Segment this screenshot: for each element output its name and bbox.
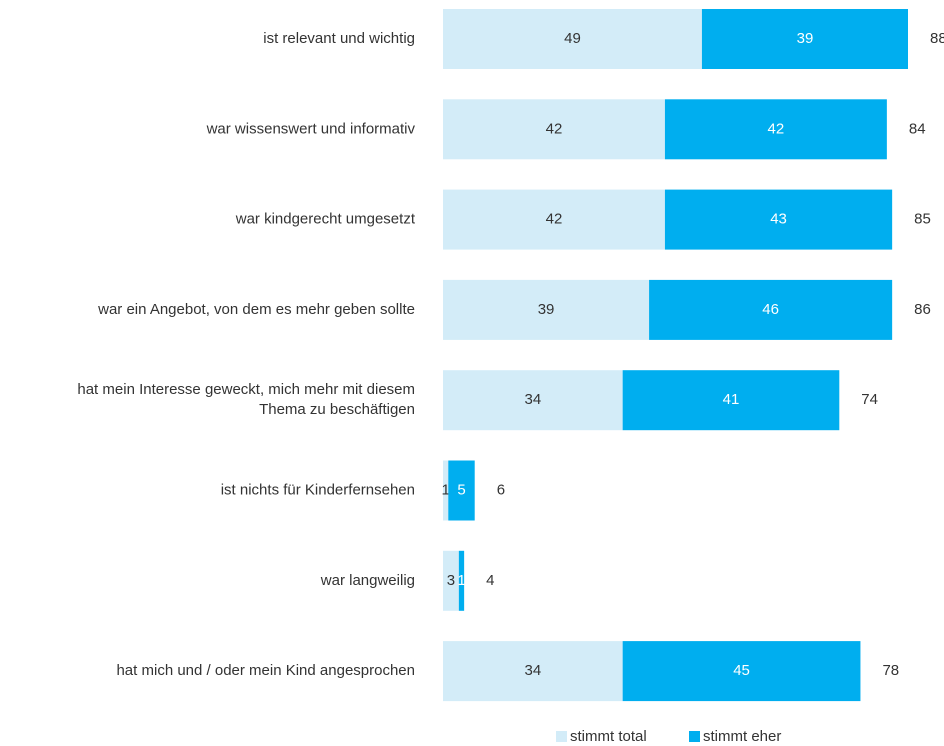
value-label: 42 (546, 120, 563, 137)
category-label: hat mich und / oder mein Kind angesproch… (116, 662, 415, 679)
value-label: 34 (524, 391, 541, 408)
value-label: 1 (441, 481, 449, 498)
total-label: 84 (909, 120, 926, 137)
legend-label: stimmt eher (703, 728, 781, 745)
total-label: 74 (861, 391, 878, 408)
total-label: 4 (486, 572, 494, 589)
value-label: 46 (762, 301, 779, 318)
bar-segment (649, 279, 893, 340)
total-label: 88 (930, 30, 944, 47)
bar-segment (448, 460, 475, 521)
bar-segment (622, 641, 861, 702)
value-label: 49 (564, 30, 581, 47)
value-label: 34 (524, 662, 541, 679)
bar-segment (458, 550, 465, 611)
total-label: 86 (914, 301, 931, 318)
category-label: war langweilig (320, 572, 415, 589)
value-label: 42 (768, 120, 785, 137)
total-label: 85 (914, 211, 931, 228)
bar-segment (443, 9, 702, 69)
category-label: war ein Angebot, von dem es mehr geben s… (97, 301, 415, 318)
category-label: war wissenswert und informativ (206, 120, 416, 137)
value-label: 3 (447, 572, 455, 589)
total-label: 78 (882, 662, 899, 679)
value-label: 43 (770, 211, 787, 228)
legend-label: stimmt total (570, 728, 647, 745)
bar-segment (664, 99, 887, 160)
value-label: 39 (538, 301, 555, 318)
bar-segment (664, 189, 893, 250)
bar-segment (701, 9, 908, 69)
bar-segment (443, 460, 449, 521)
value-label: 42 (546, 211, 563, 228)
bar-segment (443, 641, 623, 702)
value-label: 39 (797, 30, 814, 47)
legend-swatch (556, 731, 567, 742)
bar-segment (622, 370, 840, 431)
value-label: 1 (457, 572, 465, 589)
bar-segment (443, 189, 665, 250)
category-label: hat mein Interesse geweckt, mich mehr mi… (77, 381, 415, 418)
legend-swatch (689, 731, 700, 742)
category-label: war kindgerecht umgesetzt (235, 211, 416, 228)
bar-segment (443, 279, 650, 340)
value-label: 5 (457, 481, 465, 498)
category-label: ist relevant und wichtig (263, 30, 415, 47)
bar-segment (443, 99, 665, 160)
value-label: 41 (723, 391, 740, 408)
value-label: 45 (733, 662, 750, 679)
bar-segment (443, 550, 459, 611)
category-label: ist nichts für Kinderfernsehen (221, 481, 415, 498)
bar-segment (443, 370, 623, 431)
total-label: 6 (497, 481, 505, 498)
